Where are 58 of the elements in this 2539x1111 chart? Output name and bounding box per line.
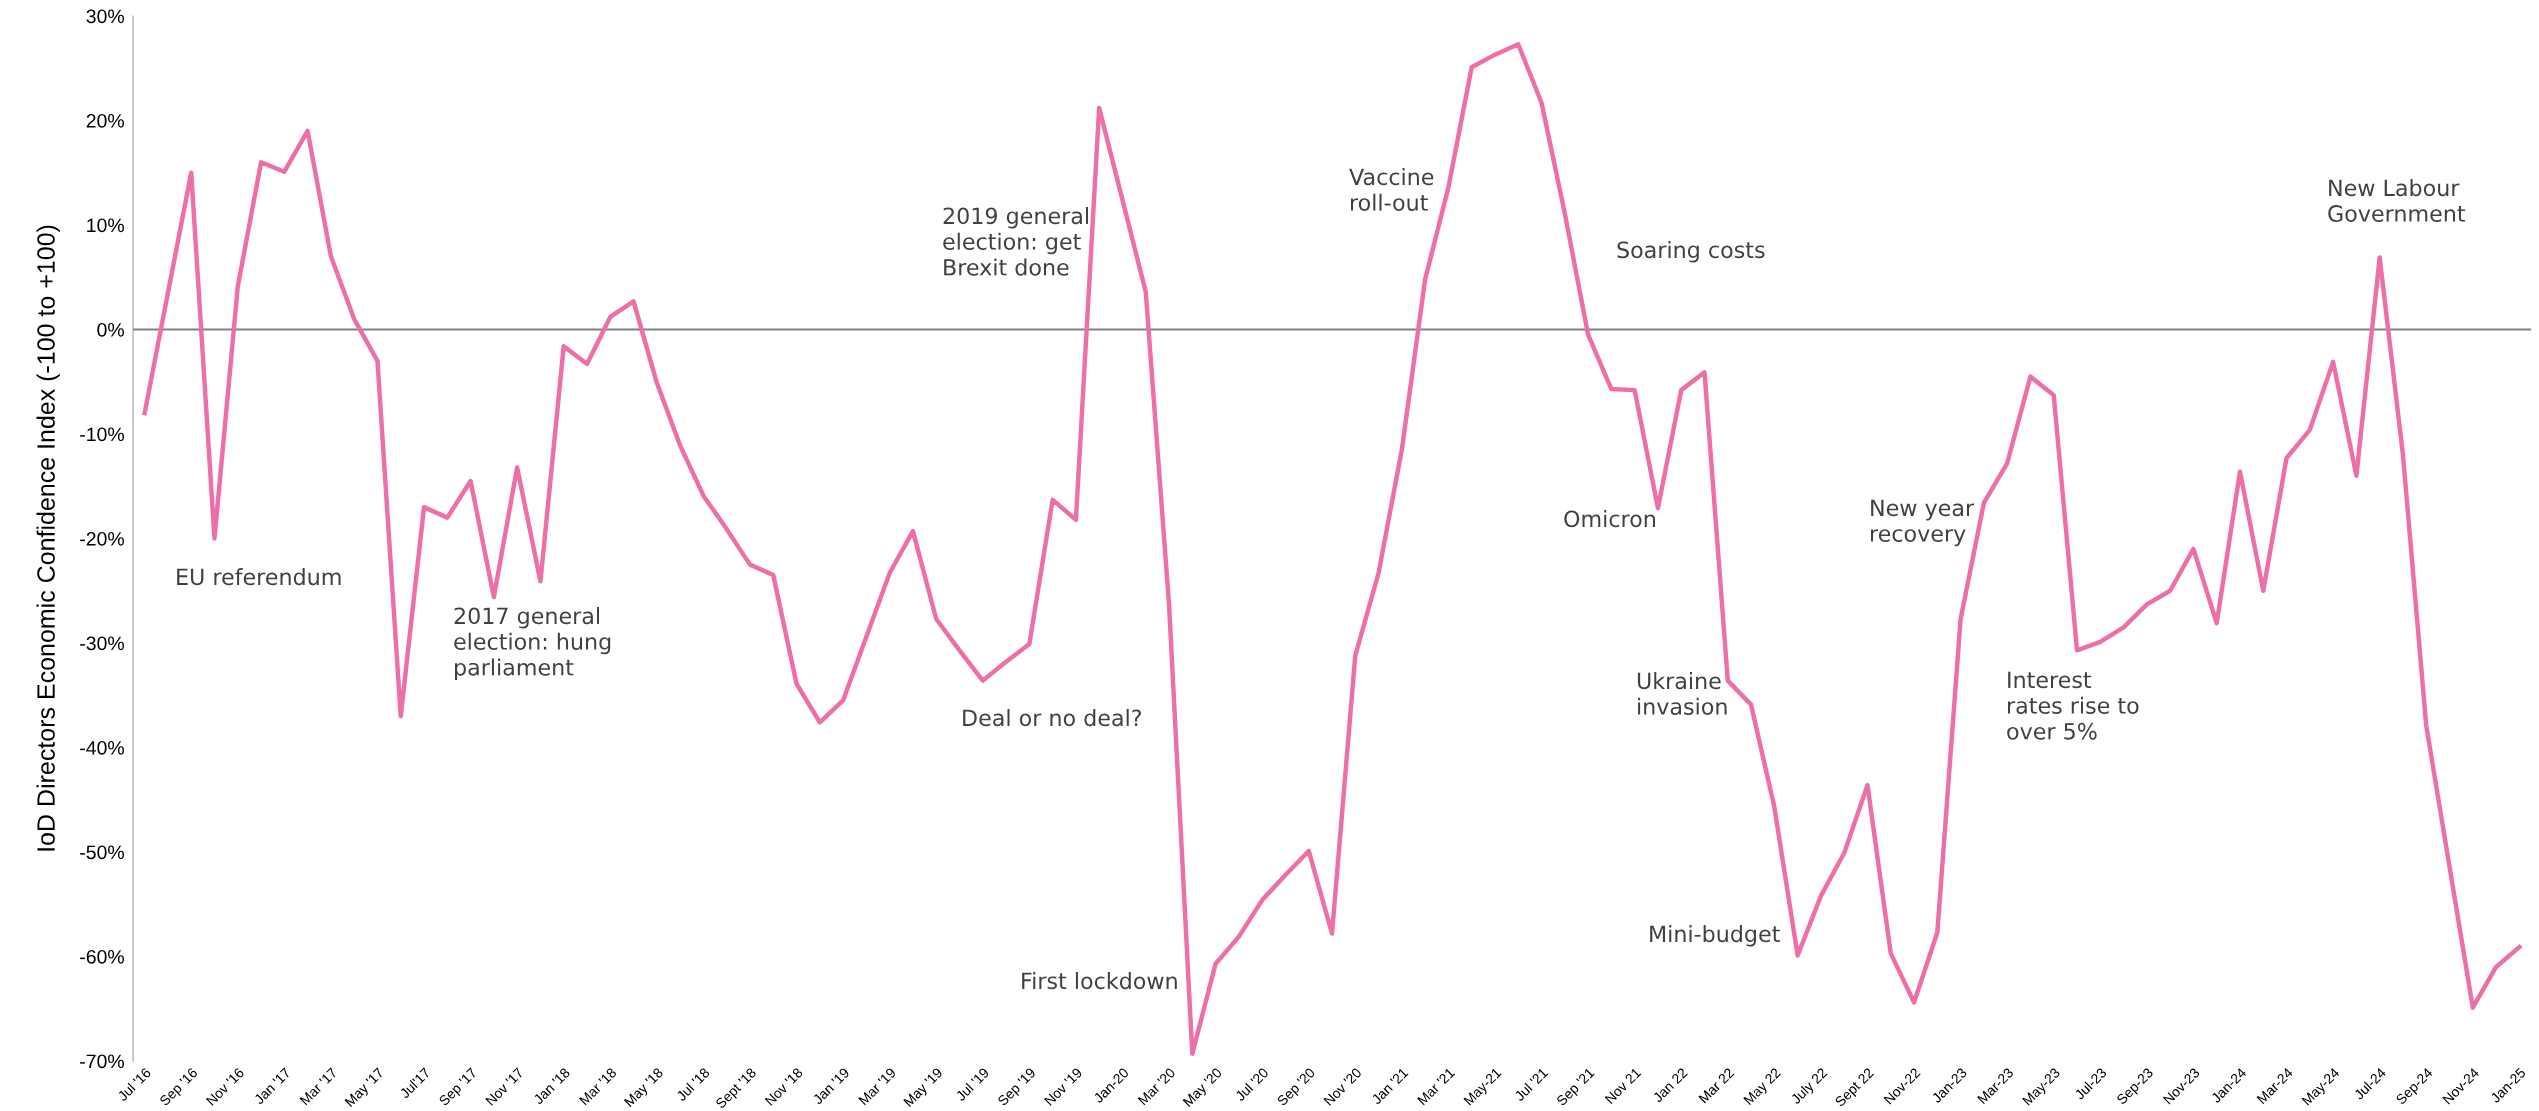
y-tick-label: -10%: [80, 427, 124, 442]
annotation: EU referendum: [177, 568, 341, 586]
x-tick-label: Mar '19: [858, 1067, 897, 1106]
line-series: [142, 42, 2522, 1056]
x-tick-label: May '18: [623, 1067, 666, 1109]
annotation: First lockdown: [1022, 972, 1177, 990]
annotation: 2019 general election: get Brexit done: [943, 207, 1088, 276]
annotation: Interest rates rise to over 5%: [2007, 671, 2139, 740]
x-tick-label: Jul '21: [1513, 1067, 1549, 1102]
x-tick-label: Sep '19: [997, 1067, 1039, 1109]
x-tick-label: Jul '20: [1234, 1066, 1269, 1102]
y-tick-label: -30%: [80, 636, 124, 651]
x-tick-label: Sep '20: [1276, 1067, 1318, 1109]
y-tick-label: 30%: [86, 9, 124, 24]
x-tick-label: Nov '18: [764, 1067, 804, 1106]
x-tick-label: Nov '19: [1043, 1067, 1083, 1106]
x-tick-label: Jul '19: [954, 1067, 990, 1102]
x-tick-label: Jul '18: [675, 1066, 711, 1102]
x-tick-label: Mar '21: [1417, 1067, 1456, 1106]
y-axis-title: IoD Directors Economic Confidence Index (-100 to +100): [36, 225, 60, 851]
annotation: Ukraine invasion: [1637, 672, 1727, 715]
annotation: Omicron: [1564, 510, 1655, 528]
x-tick-label: Jan '21: [1370, 1067, 1409, 1105]
annotation: Vaccine roll-out: [1349, 168, 1434, 211]
y-tick-label: -20%: [80, 531, 124, 546]
y-tick-label: -50%: [80, 845, 124, 860]
annotation: Mini-budget: [1650, 925, 1780, 947]
x-tick-label: Nov '20: [1323, 1067, 1363, 1106]
annotation: New year recovery: [1871, 499, 1975, 547]
x-tick-label: Jan 22: [1652, 1067, 1688, 1104]
y-tick-label: 0%: [97, 322, 124, 337]
x-tick-label: July 22: [1789, 1067, 1830, 1107]
x-tick-label: Mar '17: [299, 1067, 338, 1106]
y-tick-label: -70%: [80, 1054, 124, 1069]
x-tick-label: May '17: [344, 1067, 387, 1109]
y-tick-label: 20%: [86, 113, 124, 128]
annotation: 2017 general election: hung parliament: [454, 607, 611, 680]
x-tick-label: May '19: [903, 1067, 945, 1109]
x-tick-label: Jan '17: [253, 1067, 292, 1105]
x-tick-label: Jan '19: [812, 1067, 850, 1105]
annotation: Deal or no deal?: [963, 709, 1141, 727]
x-tick-label: Nov 21: [1604, 1067, 1642, 1105]
x-tick-label: Nov '16: [205, 1067, 245, 1106]
y-tick-label: -60%: [80, 949, 124, 964]
y-tick-label: -40%: [80, 740, 124, 755]
x-tick-label: Mar '20: [1137, 1067, 1176, 1106]
x-tick-label: Sep '21: [1555, 1067, 1597, 1109]
x-tick-label: May 22: [1743, 1067, 1784, 1108]
x-tick-label: Mar 22: [1698, 1067, 1735, 1104]
x-tick-label: May '20: [1182, 1067, 1225, 1109]
x-tick-label: Sep '17: [438, 1067, 480, 1109]
x-tick-label: Mar '18: [578, 1067, 618, 1106]
annotation: New Labour Government: [2328, 179, 2466, 222]
x-tick-label: Nov '17: [485, 1067, 524, 1106]
y-tick-label: 10%: [87, 218, 124, 233]
x-tick-label: Jan '18: [532, 1067, 571, 1105]
annotation: Soaring costs: [1617, 241, 1765, 263]
x-tick-label: Sep '16: [158, 1067, 200, 1109]
